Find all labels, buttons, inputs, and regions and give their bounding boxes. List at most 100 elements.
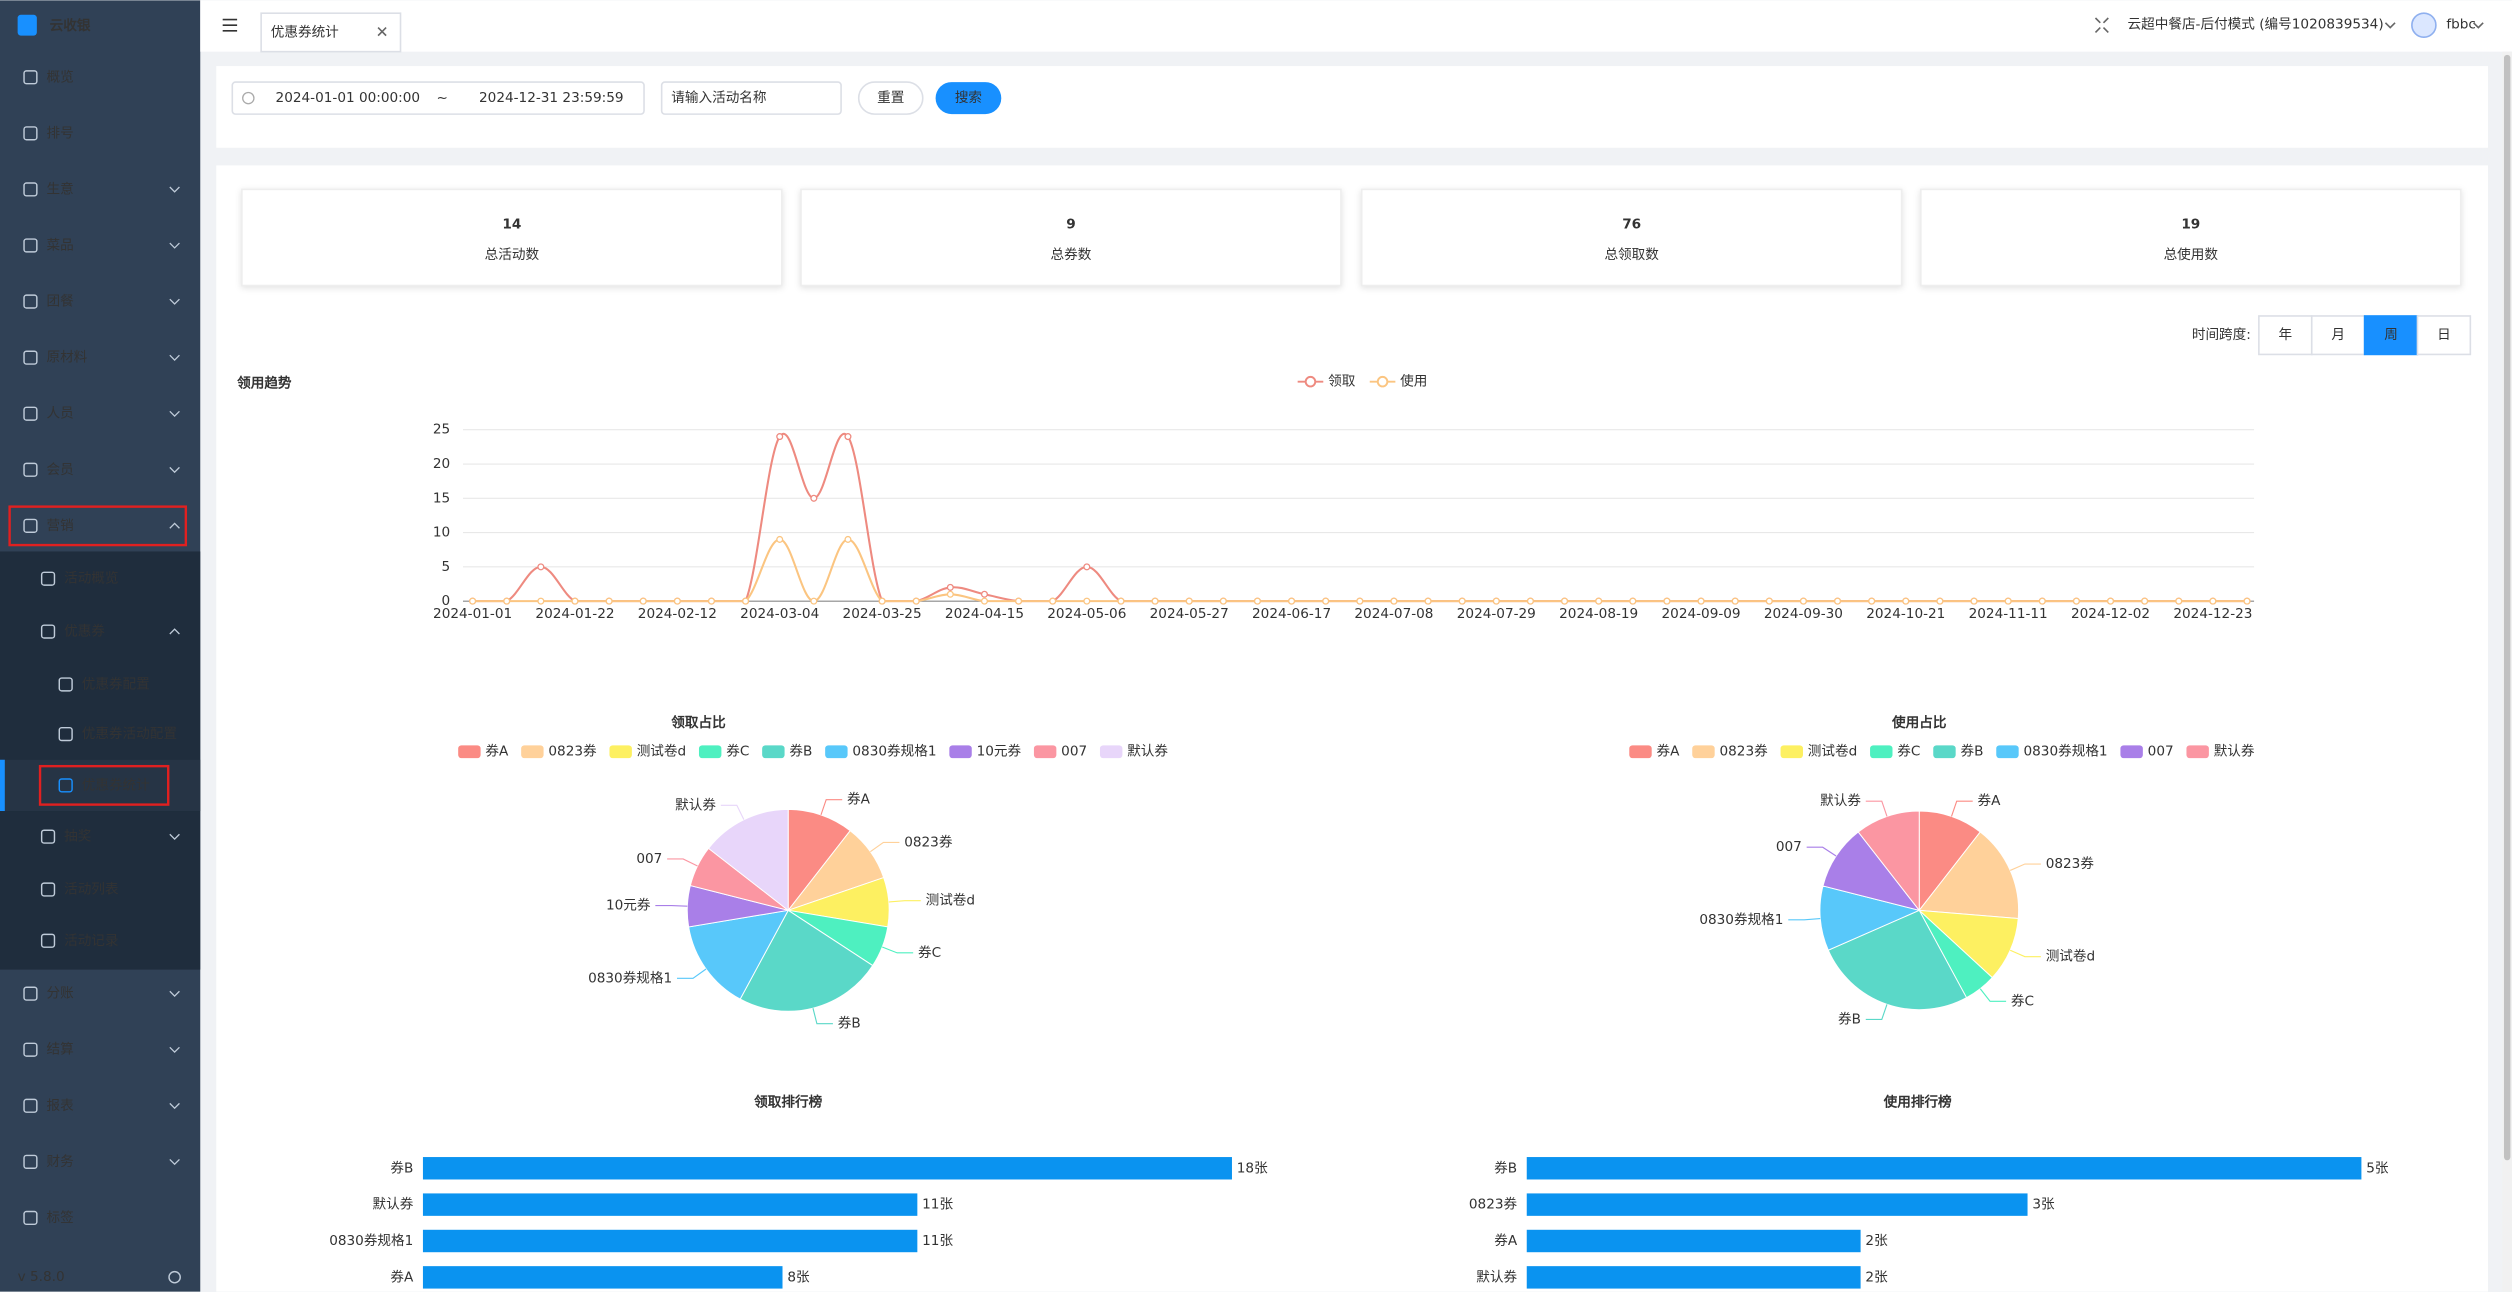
x-tick-label: 2024-01-01: [433, 606, 512, 622]
menu-item[interactable]: 标签: [46, 1209, 74, 1226]
menu-item[interactable]: 概览: [46, 69, 73, 85]
time-span-option[interactable]: [2363, 315, 2419, 356]
pie-slice[interactable]: [688, 909, 790, 1000]
y-category-label: 券B: [390, 1160, 413, 1176]
slice-label: 007: [636, 851, 662, 867]
point-marker: [844, 433, 852, 441]
menu-item[interactable]: 优惠券活动配置: [82, 726, 177, 742]
x-tick-label: 2024-05-27: [1150, 606, 1229, 622]
bar[interactable]: [1526, 1157, 2362, 1180]
reset-label[interactable]: 重置: [877, 90, 904, 106]
fullscreen-icon[interactable]: [2094, 17, 2109, 33]
menu-item[interactable]: 活动记录: [64, 933, 118, 949]
bar[interactable]: [1526, 1229, 1861, 1253]
bar[interactable]: [422, 1229, 918, 1253]
user-chevron[interactable]: [2472, 22, 2484, 29]
legend-label: 0830券规格1: [852, 744, 936, 760]
menu-item[interactable]: 优惠券: [64, 624, 105, 640]
tab[interactable]: [260, 12, 402, 53]
x-tick-label: 2024-07-29: [1457, 606, 1536, 622]
value-label: 11张: [922, 1197, 953, 1213]
menu-item[interactable]: 活动列表: [64, 882, 119, 898]
chart-title: 领取排行榜: [754, 1094, 822, 1111]
menu-icon: [23, 1210, 38, 1226]
search-label[interactable]: 搜索: [955, 90, 982, 106]
menu-item[interactable]: 财务: [46, 1154, 74, 1170]
menu-item[interactable]: 原材料: [46, 350, 87, 366]
menu-toggle[interactable]: [222, 18, 238, 32]
point-marker: [2243, 597, 2251, 605]
legend-label: 券A: [1657, 744, 1681, 760]
time-span-text[interactable]: 月: [2331, 327, 2345, 343]
time-span-text[interactable]: 日: [2437, 327, 2451, 343]
scrollbar-thumb[interactable]: [2503, 54, 2511, 1161]
pie-slice[interactable]: [707, 808, 789, 912]
menu-item[interactable]: 团餐: [46, 294, 74, 310]
x-tick-label: 2024-01-22: [535, 606, 614, 622]
legend-marker: [1304, 375, 1317, 388]
menu-icon: [23, 238, 38, 253]
menu-item[interactable]: 活动概览: [64, 571, 118, 587]
menu-item[interactable]: 优惠券统计: [82, 777, 150, 793]
legend-label: 使用: [1400, 373, 1427, 390]
tab-close[interactable]: [377, 27, 387, 37]
menu-item[interactable]: 菜品: [46, 237, 73, 253]
bar[interactable]: [1526, 1193, 2028, 1216]
time-span-label: 时间跨度:: [2192, 327, 2251, 343]
settings-icon[interactable]: [168, 1270, 181, 1284]
time-span-text[interactable]: 周: [2384, 327, 2398, 343]
menu-chevron: [169, 298, 180, 305]
legend-swatch: [1996, 745, 2019, 759]
menu-item[interactable]: 会员: [46, 462, 73, 478]
value-label: 2张: [1865, 1233, 1888, 1249]
menu-icon: [23, 462, 38, 477]
date-range[interactable]: [231, 81, 645, 115]
x-tick-label: 2024-12-02: [2071, 606, 2150, 622]
point-marker: [2004, 597, 2012, 605]
menu-item[interactable]: 营销: [46, 518, 73, 534]
stat-value: 14: [502, 217, 521, 233]
user-name: fbbc: [2446, 16, 2476, 32]
store-chevron[interactable]: [2384, 22, 2396, 29]
y-tick-label: 20: [433, 456, 450, 472]
time-span-option[interactable]: [2416, 315, 2472, 356]
name-input[interactable]: [660, 81, 842, 115]
menu-item[interactable]: 优惠券配置: [82, 676, 150, 692]
point-marker: [1185, 597, 1193, 605]
point-marker: [537, 597, 545, 605]
point-marker: [571, 597, 579, 605]
time-span-text[interactable]: 年: [2278, 327, 2292, 343]
menu-item[interactable]: 分账: [46, 986, 74, 1002]
menu-item[interactable]: 排号: [46, 125, 73, 141]
menu-icon: [23, 1154, 38, 1169]
menu-chevron: [169, 833, 180, 840]
store-name: 云超中餐店-后付模式 (编号1020839534): [2128, 16, 2384, 32]
point-marker: [946, 590, 954, 598]
menu-item[interactable]: 人员: [46, 406, 73, 422]
menu-icon: [40, 829, 56, 844]
menu-chevron: [169, 186, 180, 193]
legend-label: 007: [2148, 744, 2174, 760]
menu-item[interactable]: 抽奖: [64, 828, 92, 845]
search-button[interactable]: [935, 82, 1002, 115]
bar[interactable]: [1526, 1266, 1861, 1289]
reset-button[interactable]: [857, 81, 924, 115]
menu-icon: [23, 1042, 38, 1057]
menu-icon: [58, 726, 73, 742]
time-span-option[interactable]: [2258, 315, 2313, 356]
leader-line: [1806, 846, 1837, 857]
bar[interactable]: [422, 1157, 1232, 1180]
bar[interactable]: [422, 1266, 783, 1289]
legend-swatch: [1099, 745, 1123, 759]
bar[interactable]: [422, 1193, 918, 1216]
menu-item[interactable]: 结算: [46, 1042, 73, 1058]
time-span-option[interactable]: [2310, 315, 2366, 356]
menu-item[interactable]: 生意: [46, 180, 73, 197]
point-marker: [1015, 597, 1023, 605]
pie-slice[interactable]: [1857, 810, 1920, 912]
menu-item[interactable]: 报表: [46, 1098, 74, 1114]
avatar[interactable]: [2411, 12, 2437, 39]
slice-label: 0830券规格1: [588, 970, 672, 986]
start-date: 2024-01-01 00:00:00: [276, 90, 421, 106]
